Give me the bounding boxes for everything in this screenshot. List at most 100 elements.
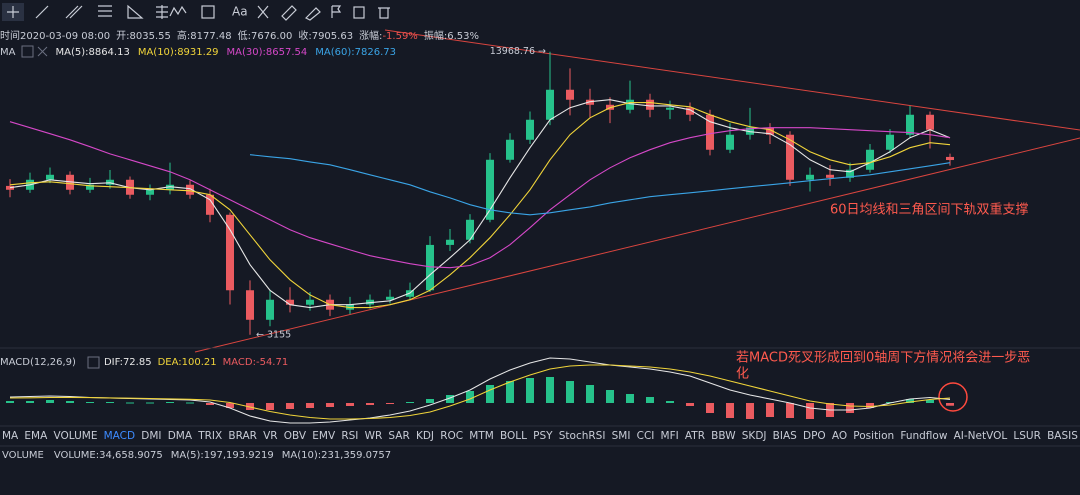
indicator-tab[interactable]: RSI: [341, 430, 359, 442]
triangle-upper: [384, 29, 1080, 131]
panel-title: MACD(12,26,9): [0, 357, 76, 368]
tool-flag[interactable]: [331, 5, 342, 18]
histogram-bar: [866, 403, 874, 408]
indicator-tab[interactable]: StochRSI: [558, 430, 606, 442]
toggle-box[interactable]: [87, 356, 100, 369]
info-value: -1.59%: [382, 31, 417, 42]
histogram-bar: [646, 397, 654, 403]
close-icon[interactable]: [37, 46, 48, 57]
indicator-tab[interactable]: ROC: [440, 430, 464, 442]
indicator-tab[interactable]: PSY: [533, 430, 553, 442]
info-label: 时间: [0, 29, 20, 42]
highlight-circle: [938, 382, 968, 412]
histogram-bar: [946, 403, 954, 406]
indicator-tab[interactable]: LSUR: [1013, 430, 1041, 442]
indicator-tab[interactable]: BIAS: [772, 430, 797, 442]
info-value: 6.53%: [447, 31, 479, 42]
indicator-tab[interactable]: SAR: [388, 430, 410, 442]
toggle-box[interactable]: [21, 45, 34, 58]
tool-text[interactable]: Aa: [232, 5, 248, 19]
histogram-bar: [546, 377, 554, 403]
candle-body: [166, 184, 174, 190]
info-label: 高:: [177, 29, 190, 42]
candle-body: [546, 89, 554, 120]
indicator-tab[interactable]: AI-NetVOL: [953, 430, 1008, 442]
candle-body: [286, 299, 294, 305]
tool-ruler[interactable]: [281, 5, 297, 21]
indicator-tab[interactable]: DPO: [803, 430, 826, 442]
indicator-tab[interactable]: Position: [853, 430, 895, 442]
tool-channel[interactable]: [65, 5, 83, 19]
histogram-bar: [206, 403, 214, 405]
candle-body: [766, 127, 774, 135]
histogram-bar: [6, 401, 14, 403]
histogram-bar: [666, 401, 674, 403]
tool-crosshair[interactable]: [7, 6, 19, 18]
indicator-tab[interactable]: DMA: [167, 430, 193, 442]
indicator-tab[interactable]: VR: [263, 430, 278, 442]
histogram-bar: [466, 391, 474, 403]
candle-body: [686, 107, 694, 115]
indicator-tab[interactable]: MA: [2, 430, 19, 442]
indicator-tab[interactable]: Fundflow: [900, 430, 948, 442]
volume-legend: VOLUME:34,658.9075: [54, 450, 163, 461]
legend-entry: MA(60):7826.73: [315, 47, 396, 58]
candle-body: [726, 134, 734, 150]
candle-body: [486, 159, 494, 220]
tool-fib[interactable]: [98, 5, 112, 17]
indicator-tab[interactable]: MFI: [660, 430, 679, 442]
histogram-bar: [526, 378, 534, 403]
indicator-tab[interactable]: TRIX: [198, 430, 223, 442]
candle-body: [466, 219, 474, 240]
indicator-tab[interactable]: WR: [364, 430, 383, 442]
legend-entry: MACD:-54.71: [223, 357, 289, 368]
indicator-tab[interactable]: KDJ: [415, 430, 435, 442]
histogram-bar: [686, 403, 694, 406]
candle-body: [426, 244, 434, 291]
annotation: 若MACD死叉形成回到0轴周下方情况将会进一步恶: [736, 350, 1030, 366]
indicator-tab[interactable]: EMV: [312, 430, 336, 442]
histogram-bar: [46, 400, 54, 403]
tool-shape[interactable]: [127, 4, 144, 19]
tool-trendline[interactable]: [35, 5, 49, 19]
info-value: 7676.00: [251, 31, 292, 42]
line: [9, 99, 951, 309]
tool-lock[interactable]: [353, 6, 365, 19]
indicator-tab[interactable]: VOLUME: [53, 430, 98, 442]
indicator-tab[interactable]: ATR: [684, 430, 705, 442]
line: [9, 121, 951, 269]
indicator-tab[interactable]: CCI: [636, 430, 655, 442]
legend-entry: MA(5):8864.13: [55, 47, 129, 58]
indicator-tab[interactable]: BBW: [711, 430, 736, 442]
indicator-tab[interactable]: SKDJ: [741, 430, 767, 442]
indicator-tab[interactable]: BOLL: [499, 430, 527, 442]
candle-body: [906, 114, 914, 135]
tool-measure[interactable]: [156, 5, 168, 19]
candle-body: [446, 239, 454, 245]
ma-label: MA: [0, 47, 16, 58]
indicator-tab[interactable]: EMA: [24, 430, 48, 442]
candle-body: [46, 174, 54, 180]
tool-delete[interactable]: [378, 7, 390, 19]
indicator-tab[interactable]: DMI: [141, 430, 162, 442]
annotation: 化: [736, 367, 749, 382]
tool-pattern[interactable]: [169, 5, 187, 17]
candle-body: [206, 194, 214, 215]
indicator-tab[interactable]: BRAR: [228, 430, 257, 442]
indicator-tab[interactable]: SMI: [611, 430, 631, 442]
indicator-tab[interactable]: MTM: [469, 430, 494, 442]
indicator-tab[interactable]: OBV: [283, 430, 307, 442]
tool-pen[interactable]: [304, 7, 321, 21]
candle-body: [86, 184, 94, 190]
histogram-bar: [566, 381, 574, 403]
indicator-tab[interactable]: MACD: [103, 430, 136, 442]
triangle-lower: [194, 137, 1080, 353]
indicator-tab[interactable]: AO: [831, 430, 848, 442]
tool-magnet[interactable]: [257, 5, 269, 19]
tool-frame[interactable]: [201, 5, 215, 19]
candle-body: [926, 114, 934, 130]
histogram-bar: [226, 403, 234, 408]
indicator-tab[interactable]: BASIS: [1047, 430, 1078, 442]
candle-body: [526, 119, 534, 140]
